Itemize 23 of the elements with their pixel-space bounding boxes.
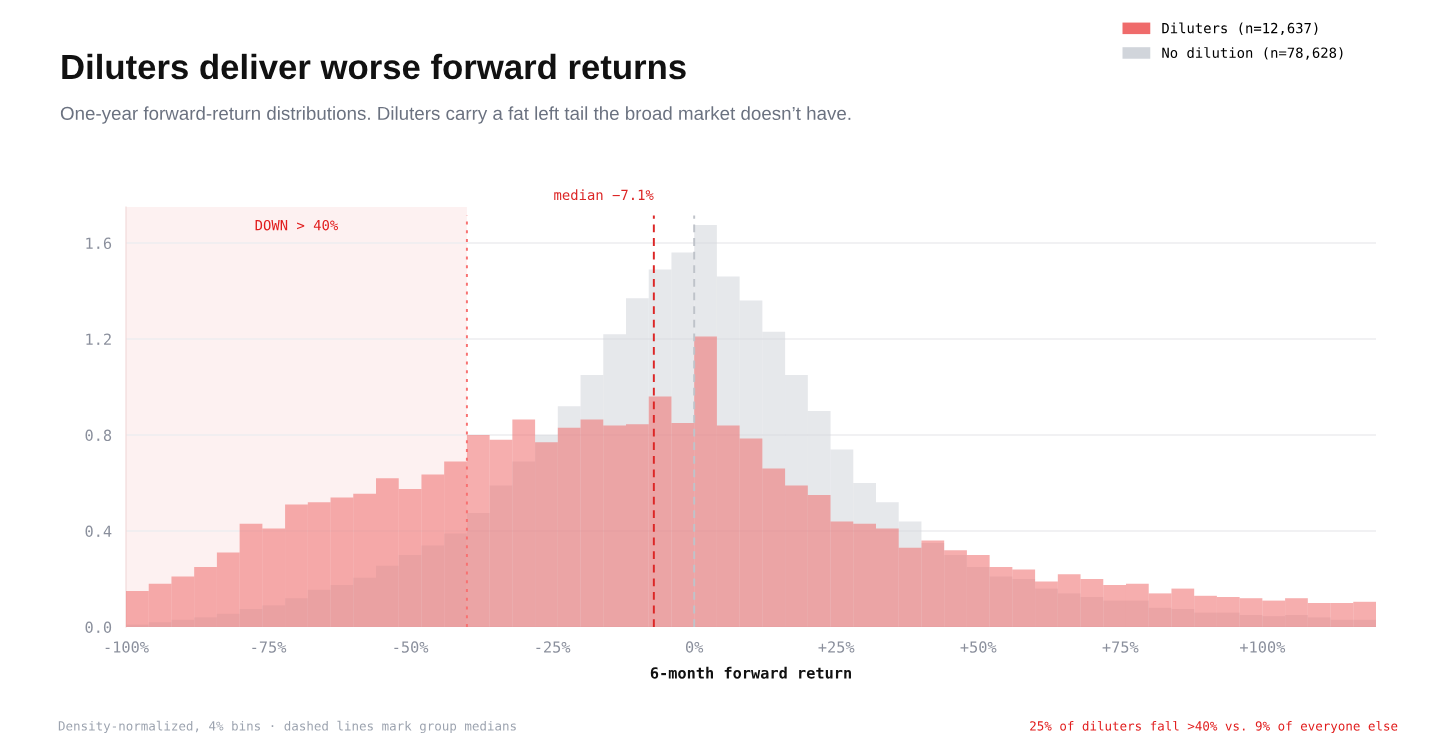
chart-title: Diluters deliver worse forward returns bbox=[62, 53, 686, 80]
text: 25% of diluters fall >40% vs. 9% of everyone else bbox=[1030, 720, 1398, 734]
y-tick-label: 1.6 bbox=[86, 237, 112, 250]
x-tick-label: +50% bbox=[960, 641, 997, 653]
y-tick-label: 0.8 bbox=[85, 429, 112, 442]
y-tick-label: 0.4 bbox=[85, 525, 112, 538]
x-tick-label: +25% bbox=[818, 641, 855, 653]
ref-line-label: median −7.1% bbox=[554, 189, 654, 201]
x-tick-label: 0% bbox=[685, 641, 704, 653]
legend-label: No dilution (n=78,628) bbox=[1162, 47, 1343, 60]
band-label: DOWN > 40% bbox=[255, 219, 339, 231]
x-tick-label: -50% bbox=[394, 641, 429, 653]
x-tick-label: -75% bbox=[252, 641, 287, 653]
y-tick-label: 1.2 bbox=[86, 333, 111, 345]
chart-subtitle: One-year forward-return distributions. Diluters carry a fat left tail the broad market doesn’t have. bbox=[60, 106, 851, 124]
x-tick-label: +100% bbox=[1240, 641, 1286, 653]
x-axis-title: 6-month forward return bbox=[650, 666, 851, 679]
legend-label: Diluters (n=12,637) bbox=[1162, 22, 1318, 36]
x-tick-label: +75% bbox=[1102, 641, 1139, 653]
y-tick-label: 0.0 bbox=[85, 621, 112, 634]
text: Density-normalized, 4% bins · dashed lines mark group medians bbox=[58, 720, 516, 734]
x-tick-label: -100% bbox=[105, 641, 149, 653]
x-tick-label: -25% bbox=[536, 641, 571, 653]
